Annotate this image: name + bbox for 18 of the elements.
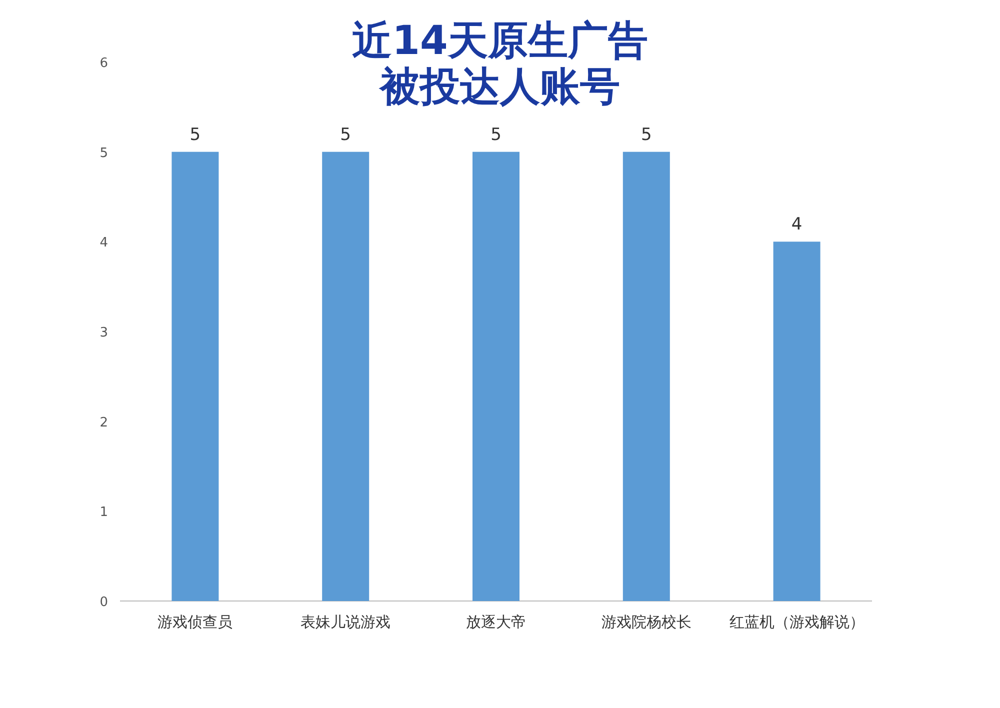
data-label: 5 bbox=[340, 124, 352, 145]
x-tick-label: 游戏院杨校长 bbox=[601, 613, 692, 631]
x-tick-label: 放逐大帝 bbox=[466, 613, 526, 631]
y-tick-label: 5 bbox=[100, 146, 108, 161]
y-tick-label: 3 bbox=[100, 326, 108, 340]
data-label: 4 bbox=[791, 214, 802, 235]
x-tick-label: 红蓝机（游戏解说） bbox=[729, 613, 864, 631]
data-label: 5 bbox=[640, 124, 652, 145]
data-label: 5 bbox=[490, 124, 502, 145]
y-tick-label: 0 bbox=[100, 595, 108, 610]
x-tick-label: 游戏侦查员 bbox=[158, 613, 233, 631]
y-tick-label: 2 bbox=[100, 415, 108, 430]
x-tick-label: 表妹儿说游戏 bbox=[300, 613, 391, 631]
y-tick-label: 6 bbox=[100, 56, 108, 71]
title: 近14天原生广告被投达人账号 bbox=[351, 18, 649, 110]
y-tick-label: 1 bbox=[100, 505, 108, 520]
y-tick-label: 4 bbox=[100, 236, 108, 251]
data-label: 5 bbox=[190, 124, 201, 145]
